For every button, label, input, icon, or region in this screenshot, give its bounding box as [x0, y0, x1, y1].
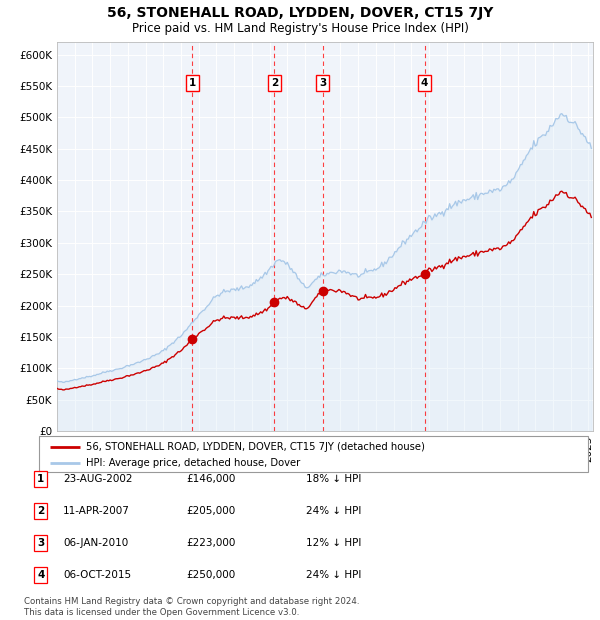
Text: 4: 4: [421, 78, 428, 88]
Text: 4: 4: [37, 570, 44, 580]
Text: 3: 3: [319, 78, 326, 88]
Text: 3: 3: [37, 538, 44, 548]
Text: 06-OCT-2015: 06-OCT-2015: [63, 570, 131, 580]
Text: £223,000: £223,000: [186, 538, 235, 548]
Text: £205,000: £205,000: [186, 506, 235, 516]
Text: £250,000: £250,000: [186, 570, 235, 580]
Text: 56, STONEHALL ROAD, LYDDEN, DOVER, CT15 7JY: 56, STONEHALL ROAD, LYDDEN, DOVER, CT15 …: [107, 6, 493, 20]
Text: 1: 1: [189, 78, 196, 88]
Text: HPI: Average price, detached house, Dover: HPI: Average price, detached house, Dove…: [86, 458, 300, 469]
Text: 11-APR-2007: 11-APR-2007: [63, 506, 130, 516]
Text: 2: 2: [271, 78, 278, 88]
Text: 23-AUG-2002: 23-AUG-2002: [63, 474, 133, 484]
Text: 56, STONEHALL ROAD, LYDDEN, DOVER, CT15 7JY (detached house): 56, STONEHALL ROAD, LYDDEN, DOVER, CT15 …: [86, 441, 425, 451]
Text: Contains HM Land Registry data © Crown copyright and database right 2024.
This d: Contains HM Land Registry data © Crown c…: [24, 598, 359, 617]
Text: 06-JAN-2010: 06-JAN-2010: [63, 538, 128, 548]
Text: 1: 1: [37, 474, 44, 484]
Text: Price paid vs. HM Land Registry's House Price Index (HPI): Price paid vs. HM Land Registry's House …: [131, 22, 469, 35]
Text: 24% ↓ HPI: 24% ↓ HPI: [306, 506, 361, 516]
Text: £146,000: £146,000: [186, 474, 235, 484]
Text: 24% ↓ HPI: 24% ↓ HPI: [306, 570, 361, 580]
Text: 12% ↓ HPI: 12% ↓ HPI: [306, 538, 361, 548]
Text: 2: 2: [37, 506, 44, 516]
Text: 18% ↓ HPI: 18% ↓ HPI: [306, 474, 361, 484]
